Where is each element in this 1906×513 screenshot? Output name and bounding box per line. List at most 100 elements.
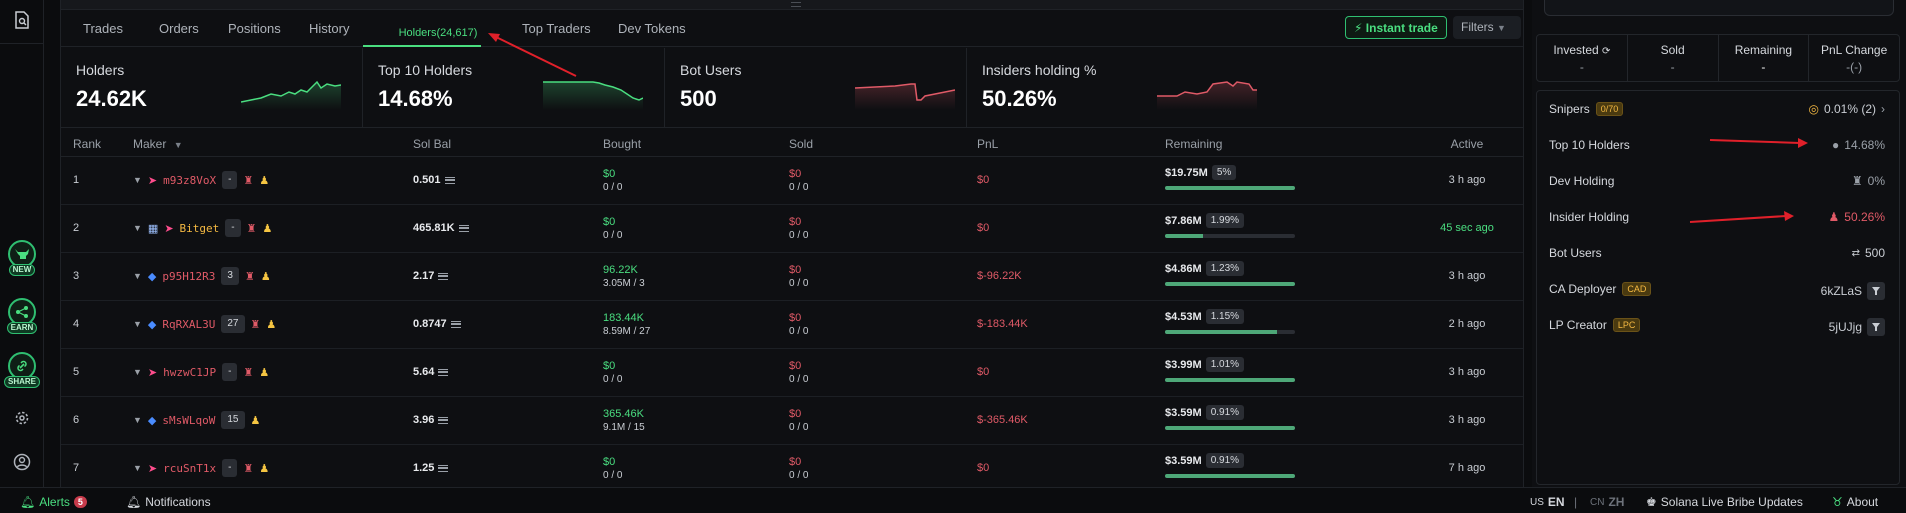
- metric-value: -(-): [1846, 60, 1863, 74]
- tab-holders[interactable]: Holders(24,617): [398, 27, 478, 39]
- filters-label: Filters: [1461, 20, 1494, 34]
- lightning-icon: ⚡: [1354, 21, 1363, 35]
- metric-value: -: [1670, 60, 1675, 74]
- maker-address[interactable]: Bitget: [179, 221, 220, 235]
- language-toggle-zh[interactable]: CN ZH: [1590, 495, 1624, 509]
- remaining-cell: $7.86M 1.99%: [1165, 213, 1305, 238]
- refresh-icon[interactable]: ⟳: [1602, 46, 1611, 57]
- maker-address[interactable]: rcuSnT1x: [163, 461, 217, 475]
- remaining-bar: [1165, 378, 1295, 382]
- remaining-cell: $4.86M 1.23%: [1165, 261, 1305, 286]
- language-toggle-en[interactable]: US EN: [1530, 495, 1565, 509]
- whale-icon: ◆: [147, 318, 157, 331]
- sold-sub: 0 / 0: [789, 374, 809, 385]
- tab-orders[interactable]: Orders: [159, 21, 199, 36]
- right-panel-input[interactable]: [1544, 0, 1894, 16]
- sold-sub: 0 / 0: [789, 470, 809, 481]
- resize-grip[interactable]: [61, 0, 1523, 10]
- col-pnl: PnL: [977, 137, 999, 151]
- lp-creator-address[interactable]: 5jUJjg: [1828, 320, 1862, 334]
- user-circle-icon[interactable]: [12, 452, 32, 472]
- table-row[interactable]: 5 ▼ ➤ hwzwC1JP - ♜ ♟ 5.64 $0 0 / 0 $0 0 / 0 $0 $3.99M…: [61, 349, 1523, 397]
- sol-balance: 2.17: [413, 270, 449, 282]
- document-search-icon[interactable]: [14, 11, 30, 32]
- instant-trade-button[interactable]: ⚡ Instant trade: [1345, 16, 1447, 39]
- table-row[interactable]: 3 ▼ ◆ p95H12R3 3 ♜ ♟ 2.17 96.22K 3.05M / 3 $0 0 / 0…: [61, 253, 1523, 301]
- maker-cell: ▼ ◆ sMsWLqoW 15 ♟: [133, 410, 260, 430]
- menu-icon[interactable]: [450, 320, 461, 328]
- bought-sub: 0 / 0: [603, 230, 623, 241]
- maker-address[interactable]: hwzwC1JP: [163, 365, 217, 379]
- sol-balance: 0.501: [413, 174, 455, 186]
- maker-address[interactable]: m93z8VoX: [163, 173, 217, 187]
- filter-icon[interactable]: ▼: [133, 319, 142, 329]
- menu-icon[interactable]: [438, 416, 449, 424]
- tab-positions[interactable]: Positions: [228, 21, 281, 36]
- alerts-button[interactable]: 🔔︎ Alerts 5: [20, 495, 87, 509]
- table-row[interactable]: 4 ▼ ◆ RqRXAL3U 27 ♜ ♟ 0.8747 183.44K 8.59M / 27 $0…: [61, 301, 1523, 349]
- bought-cell: 365.46K 9.1M / 15: [603, 407, 645, 435]
- maker-address[interactable]: sMsWLqoW: [162, 413, 216, 427]
- maker-address[interactable]: RqRXAL3U: [162, 317, 216, 331]
- filter-icon[interactable]: ▼: [173, 140, 183, 150]
- exchange-icon: ▦: [147, 222, 159, 235]
- filter-icon[interactable]: [1867, 318, 1885, 336]
- notifications-button[interactable]: 🔔︎ Notifications: [126, 495, 211, 509]
- stat-label: Top 10 Holders: [378, 62, 473, 78]
- about-label: About: [1846, 495, 1879, 509]
- rail-new-button[interactable]: NEW: [6, 240, 38, 276]
- sol-bal-value: 3.96: [413, 414, 435, 426]
- item-snipers[interactable]: Snipers 0/70 ◎ 0.01% (2) ›: [1537, 91, 1899, 127]
- filters-dropdown[interactable]: Filters ▼: [1453, 16, 1521, 39]
- menu-icon[interactable]: [444, 176, 455, 184]
- remaining-value: $3.59M: [1165, 406, 1202, 419]
- table-header: Rank Maker ▼ Sol Bal Bought Sold PnL Rem…: [61, 129, 1523, 157]
- pnl-value: $0: [977, 462, 990, 474]
- filter-icon[interactable]: ▼: [133, 175, 142, 185]
- table-row[interactable]: 7 ▼ ➤ rcuSnT1x - ♜ ♟ 1.25 $0 0 / 0 $0 0 / 0 $0 $3.59M…: [61, 445, 1523, 487]
- rail-earn-button[interactable]: EARN: [6, 298, 38, 334]
- maker-cell: ▼ ➤ rcuSnT1x - ♜ ♟: [133, 458, 269, 478]
- menu-icon[interactable]: [438, 464, 449, 472]
- filter-icon[interactable]: ▼: [133, 223, 142, 233]
- sol-bal-value: 1.25: [413, 462, 435, 474]
- stat-value: 50.26%: [982, 86, 1057, 111]
- menu-icon[interactable]: [438, 368, 449, 376]
- cow-head-icon: [8, 240, 36, 268]
- alerts-label: Alerts: [39, 495, 70, 509]
- filter-icon[interactable]: ▼: [133, 367, 142, 377]
- table-row[interactable]: 1 ▼ ➤ m93z8VoX - ♜ ♟ 0.501 $0 0 / 0 $0 0 / 0 $0 $19.7…: [61, 157, 1523, 205]
- last-active: 2 h ago: [1448, 318, 1486, 330]
- table-row[interactable]: 6 ▼ ◆ sMsWLqoW 15 ♟ 3.96 365.46K 9.1M / 15 $0 0 / …: [61, 397, 1523, 445]
- remaining-bar: [1165, 282, 1295, 286]
- filter-icon[interactable]: ▼: [133, 271, 142, 281]
- tab-top-traders[interactable]: Top Traders: [522, 21, 591, 36]
- tab-history[interactable]: History: [309, 21, 350, 36]
- filter-icon[interactable]: ▼: [133, 463, 142, 473]
- fish-icon: ➤: [147, 462, 158, 475]
- filter-icon[interactable]: ▼: [133, 415, 142, 425]
- maker-address[interactable]: p95H12R3: [162, 269, 216, 283]
- gear-icon[interactable]: [12, 408, 32, 428]
- fish-icon: ➤: [147, 366, 158, 379]
- tab-trades[interactable]: Trades: [83, 21, 123, 36]
- bought-sub: 0 / 0: [603, 182, 623, 193]
- rail-share-label: SHARE: [4, 376, 41, 388]
- remaining-bar-fill: [1165, 474, 1295, 478]
- bribe-updates-link[interactable]: ♚ Solana Live Bribe Updates: [1646, 495, 1803, 509]
- about-link[interactable]: ♉ About: [1832, 495, 1878, 509]
- deployer-address[interactable]: 6kZLaS: [1820, 284, 1862, 298]
- col-sol-bal: Sol Bal: [413, 137, 452, 151]
- filter-icon[interactable]: [1867, 282, 1885, 300]
- menu-icon[interactable]: [458, 224, 469, 232]
- table-row[interactable]: 2 ▼ ▦ ➤ Bitget - ♜ ♟ 465.81K $0 0 / 0 $0 0 / 0 $0 $7.8…: [61, 205, 1523, 253]
- notifications-label: Notifications: [145, 495, 211, 509]
- stat-label: Bot Users: [680, 62, 742, 78]
- item-top10: Top 10 Holders ● 14.68%: [1537, 127, 1899, 163]
- rail-share-button[interactable]: SHARE: [4, 352, 41, 388]
- tab-dev-tokens[interactable]: Dev Tokens: [618, 21, 686, 36]
- maker-cell: ▼ ▦ ➤ Bitget - ♜ ♟: [133, 218, 272, 238]
- sold-value: $0: [789, 408, 802, 420]
- lang-us: US: [1530, 496, 1544, 508]
- menu-icon[interactable]: [438, 272, 449, 280]
